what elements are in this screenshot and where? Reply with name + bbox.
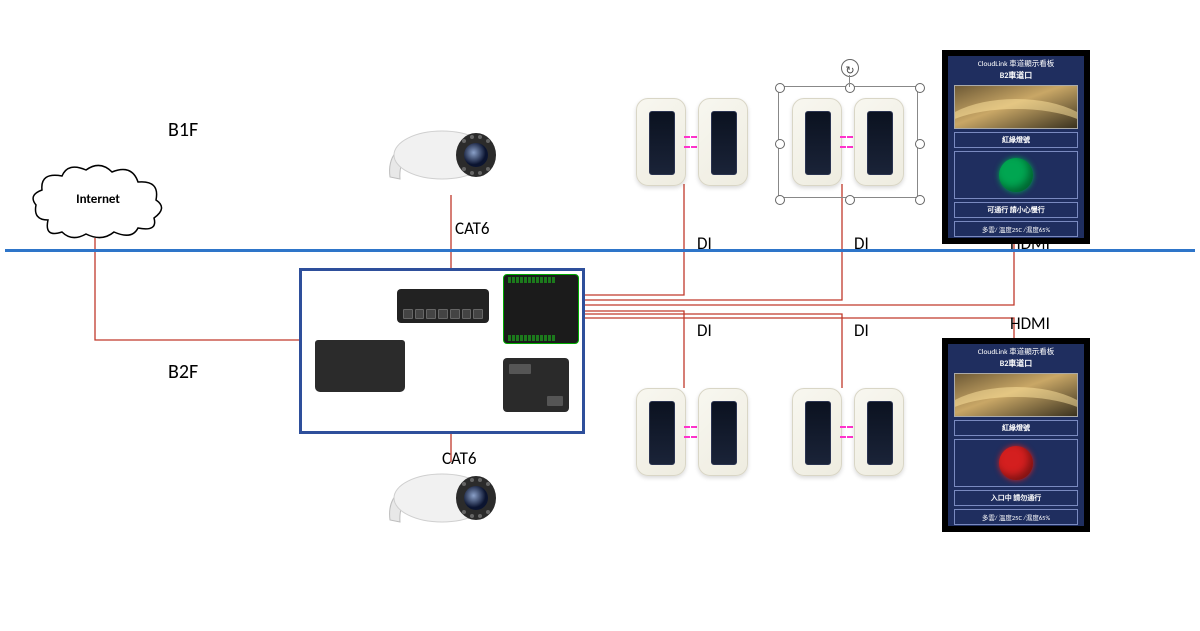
- selection-handle[interactable]: [915, 195, 925, 205]
- network-switch-device: [397, 289, 489, 323]
- mini-pc-device: [315, 340, 405, 392]
- switch-ports: [403, 309, 483, 319]
- panel-title: CloudLink 車道顯示看板: [951, 58, 1081, 69]
- sensor-plate: [698, 98, 748, 186]
- panel-inner: CloudLink 車道顯示看板 B2車道口 紅綠燈號 可通行 請小心慢行 多雲…: [948, 56, 1084, 238]
- sensor-pair-1: [636, 98, 748, 186]
- converter-port-a: [509, 364, 531, 374]
- cable-label-cat6-top: CAT6: [455, 218, 489, 239]
- selection-handle[interactable]: [915, 139, 925, 149]
- display-panel-top: CloudLink 車道顯示看板 B2車道口 紅綠燈號 可通行 請小心慢行 多雲…: [942, 50, 1090, 244]
- panel-signal-light: [954, 439, 1078, 487]
- io-terminals-top: [508, 277, 555, 283]
- io-module-device: [503, 274, 579, 344]
- cable-label-hdmi-bottom: HDMI: [1010, 313, 1050, 334]
- panel-subtitle: B2車道口: [951, 357, 1081, 371]
- selection-handle[interactable]: [845, 195, 855, 205]
- camera-bottom-icon: [380, 460, 500, 538]
- panel-subtitle: B2車道口: [951, 69, 1081, 83]
- converter-device: [503, 358, 569, 412]
- rotate-handle-icon[interactable]: [841, 59, 859, 77]
- panel-inner: CloudLink 車道顯示看板 B2車道口 紅綠燈號 入口中 請勿通行 多雲/…: [948, 344, 1084, 526]
- sensor-plate: [636, 98, 686, 186]
- lamp-icon: [999, 446, 1033, 480]
- sensor-pair-4: [792, 388, 904, 476]
- panel-footer: 多雲/ 溫度25C /濕度65%: [954, 509, 1078, 525]
- sensor-pair-2[interactable]: [792, 98, 904, 186]
- sensor-pair-3: [636, 388, 748, 476]
- panel-camera-image: [954, 373, 1078, 417]
- cable-label-di-tl: DI: [697, 233, 712, 254]
- selection-handle[interactable]: [775, 83, 785, 93]
- cable-label-di-tr: DI: [854, 233, 869, 254]
- selection-handle[interactable]: [775, 195, 785, 205]
- panel-signal-label: 紅綠燈號: [954, 420, 1078, 436]
- sensor-plate: [636, 388, 686, 476]
- panel-camera-image: [954, 85, 1078, 129]
- selection-handle[interactable]: [845, 83, 855, 93]
- panel-status: 可通行 請小心慢行: [954, 202, 1078, 218]
- sensor-plate: [698, 388, 748, 476]
- diagram-canvas: Internet B1F B2F CAT6 CAT6 DI DI DI DI H…: [0, 0, 1200, 631]
- camera-top-icon: [380, 117, 500, 195]
- selection-handle[interactable]: [915, 83, 925, 93]
- controller-enclosure: [299, 268, 585, 434]
- panel-status: 入口中 請勿通行: [954, 490, 1078, 506]
- panel-signal-label: 紅綠燈號: [954, 132, 1078, 148]
- sensor-plate: [792, 98, 842, 186]
- panel-signal-light: [954, 151, 1078, 199]
- sensor-plate: [854, 388, 904, 476]
- display-panel-bottom: CloudLink 車道顯示看板 B2車道口 紅綠燈號 入口中 請勿通行 多雲/…: [942, 338, 1090, 532]
- cable-label-di-br: DI: [854, 320, 869, 341]
- cable-label-di-bl: DI: [697, 320, 712, 341]
- floor-label-b1f: B1F: [168, 118, 198, 142]
- sensor-plate: [792, 388, 842, 476]
- floor-label-b2f: B2F: [168, 360, 198, 384]
- selection-handle[interactable]: [775, 139, 785, 149]
- converter-port-b: [547, 396, 563, 406]
- io-terminals-bottom: [508, 335, 555, 341]
- lamp-icon: [999, 158, 1033, 192]
- panel-title: CloudLink 車道顯示看板: [951, 346, 1081, 357]
- panel-footer: 多雲/ 溫度25C /濕度65%: [954, 221, 1078, 237]
- internet-cloud: Internet: [28, 160, 168, 242]
- internet-label: Internet: [38, 192, 158, 207]
- sensor-plate: [854, 98, 904, 186]
